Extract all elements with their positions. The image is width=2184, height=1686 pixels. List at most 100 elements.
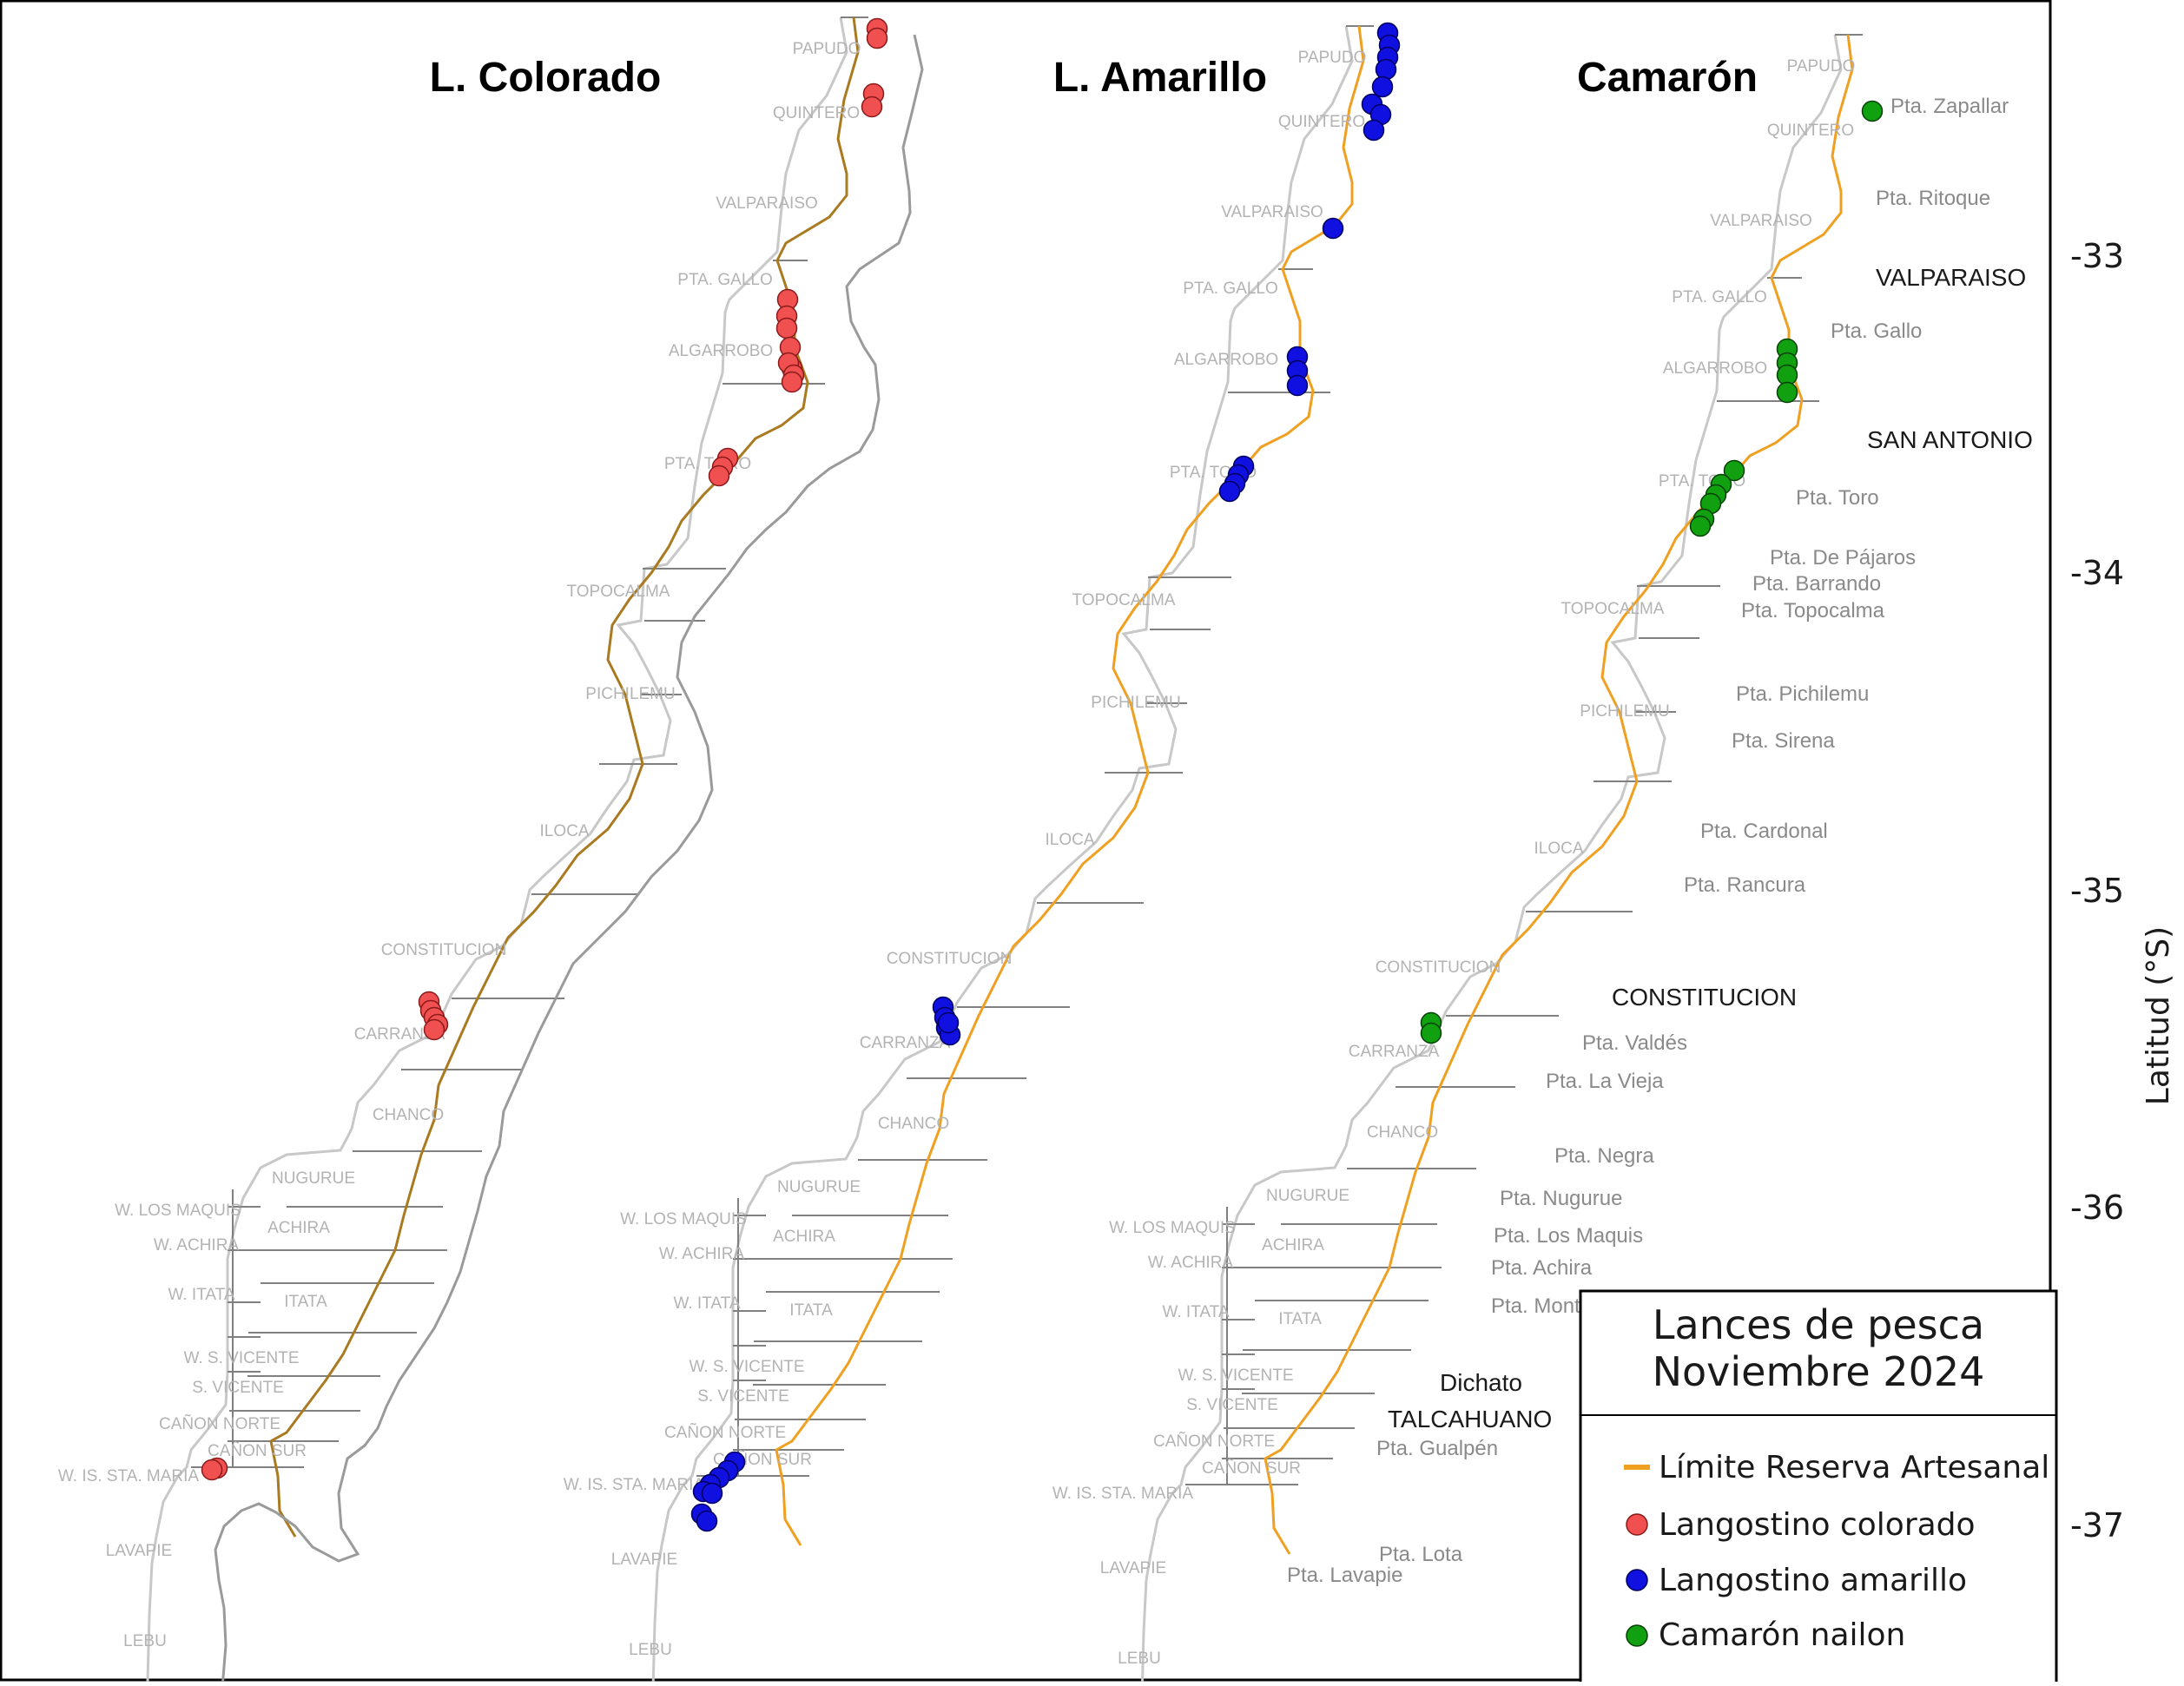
place-label: Pta. Gualpén	[1376, 1437, 1498, 1460]
zone-label: W. LOS MAQUIS	[115, 1202, 241, 1220]
axis-tick-label: -35	[2070, 872, 2124, 910]
amarillo-haul-point	[696, 1510, 718, 1532]
zone-label: TOPOCALMA	[1561, 600, 1665, 618]
zone-label: CHANCO	[373, 1106, 444, 1124]
zone-label: W. S. VICENTE	[1178, 1367, 1293, 1385]
axis-tick-label: -34	[2070, 554, 2124, 592]
panel-title-camaron: Camarón	[1577, 55, 1758, 101]
camaron-haul-point	[1420, 1022, 1442, 1044]
legend-item-camaron: Camarón nailon	[1659, 1617, 1905, 1653]
zone-label: TOPOCALMA	[1072, 591, 1176, 609]
reserve-limit-line	[1264, 34, 1854, 1555]
place-label: Pta. Pichilemu	[1736, 682, 1869, 706]
place-label: Pta. Los Maquis	[1494, 1224, 1643, 1248]
zone-label: LAVAPIE	[611, 1551, 677, 1569]
zone-label: ILOCA	[1534, 840, 1583, 858]
legend: Lances de pesca Noviembre 2024 Límite Re…	[1579, 1289, 2058, 1686]
amarillo-haul-point	[1286, 374, 1309, 397]
zone-label: ITATA	[789, 1301, 833, 1320]
zone-label: NUGURUE	[272, 1169, 355, 1188]
amarillo-haul-point	[701, 1482, 723, 1505]
zone-label: QUINTERO	[1767, 122, 1854, 140]
place-label: Pta. Cardonal	[1700, 820, 1828, 843]
colorado-haul-point	[423, 1018, 445, 1041]
zone-label: S. VICENTE	[697, 1387, 789, 1406]
panel-title-colorado: L. Colorado	[430, 55, 662, 101]
zone-label: S. VICENTE	[192, 1379, 284, 1397]
zone-label: ACHIRA	[1262, 1236, 1324, 1255]
zone-label: ALGARROBO	[669, 342, 773, 360]
map-panels: PAPUDO QUINTERO VALPARAISO PTA. GALLO ALGARR…	[58, 16, 1863, 1686]
zone-label: CHANCO	[1367, 1123, 1438, 1142]
zone-label: W. IS. STA. MARIA	[1052, 1485, 1194, 1503]
place-label: Pta. Nugurue	[1500, 1187, 1622, 1210]
zone-label: ITATA	[1278, 1310, 1322, 1328]
colorado-haul-point	[775, 317, 798, 339]
zone-label: ITATA	[284, 1293, 327, 1311]
map-panel-camaron: PAPUDO QUINTERO VALPARAISO PTA. GALLO ALGARR…	[214, 34, 1863, 1686]
colorado-haul-point	[866, 27, 888, 49]
place-label: Pta. La Vieja	[1546, 1070, 1664, 1093]
coastline	[214, 34, 924, 1686]
legend-title-line1: Lances de pesca	[1653, 1301, 1984, 1348]
place-label: Pta. Gallo	[1831, 319, 1922, 343]
zone-label: ALGARROBO	[1174, 351, 1278, 369]
axis-tick-label: -33	[2070, 237, 2124, 275]
axis-title: Latitud (°S)	[2141, 926, 2176, 1105]
zone-label: PAPUDO	[1298, 49, 1367, 67]
map-panel-colorado: PAPUDO QUINTERO VALPARAISO PTA. GALLO ALGARR…	[58, 16, 868, 1683]
place-labels: Pta. Zapallar Pta. Ritoque Pta. Gallo Pt…	[1287, 95, 2009, 1587]
zone-label: W. LOS MAQUIS	[1109, 1219, 1236, 1237]
legend-box	[1579, 1289, 2058, 1686]
zone-edge-line	[1140, 34, 1843, 1686]
zone-label: W. IS. STA. MARIA	[58, 1467, 200, 1485]
zone-label: PTA. GALLO	[677, 271, 772, 289]
zone-label: CHANCO	[878, 1115, 949, 1133]
place-label: Pta. Toro	[1796, 486, 1879, 510]
panel-title-amarillo: L. Amarillo	[1053, 55, 1267, 101]
zone-label: NUGURUE	[1266, 1187, 1349, 1205]
colorado-haul-point	[201, 1459, 223, 1481]
zone-label: LAVAPIE	[1100, 1559, 1166, 1577]
latitude-axis: -33 -34 -35 -36 -37 Latitud (°S)	[2070, 237, 2176, 1544]
place-label: Pta. De Pájaros	[1770, 546, 1916, 570]
zone-label: LEBU	[629, 1641, 672, 1659]
colorado-haul-point	[781, 371, 803, 393]
camaron-haul-point	[1861, 100, 1884, 122]
city-labels: VALPARAISO SAN ANTONIO CONSTITUCION Dich…	[1388, 264, 2033, 1432]
camaron-haul-point	[1723, 459, 1745, 482]
zone-label: VALPARAISO	[1221, 203, 1323, 221]
axis-tick-label: -36	[2070, 1189, 2124, 1227]
legend-amarillo-swatch	[1626, 1569, 1648, 1591]
zone-label: PAPUDO	[1787, 57, 1856, 76]
legend-camaron-swatch	[1626, 1624, 1648, 1647]
place-label: Pta. Rancura	[1684, 873, 1806, 897]
zone-label: PAPUDO	[793, 40, 861, 58]
zone-label: W. ACHIRA	[1148, 1254, 1234, 1272]
map-frame	[0, 0, 2052, 1682]
city-label: CONSTITUCION	[1612, 984, 1797, 1011]
legend-item-reserve: Límite Reserva Artesanal	[1659, 1450, 2049, 1485]
reserve-limit-line	[269, 16, 860, 1538]
zone-label: QUINTERO	[773, 104, 860, 122]
zone-label: S. VICENTE	[1186, 1396, 1278, 1414]
amarillo-haul-point	[1322, 217, 1344, 240]
place-label: Pta. Lavapie	[1287, 1564, 1402, 1587]
zone-label: PTA. GALLO	[1183, 280, 1277, 298]
zone-label: LEBU	[123, 1632, 167, 1650]
zone-label: ACHIRA	[773, 1228, 835, 1246]
reserve-limit-line	[775, 25, 1365, 1546]
zone-label: NUGURUE	[777, 1178, 861, 1196]
zone-label: W. ACHIRA	[154, 1236, 240, 1255]
amarillo-haul-point	[1371, 76, 1394, 98]
legend-item-colorado: Langostino colorado	[1659, 1507, 1976, 1543]
zone-label: ILOCA	[1045, 831, 1094, 849]
camaron-haul-point	[1776, 381, 1798, 404]
zone-label: CAÑON SUR	[1202, 1459, 1301, 1478]
place-label: Pta. Sirena	[1732, 729, 1835, 753]
city-label: Dichato	[1440, 1369, 1522, 1396]
zone-edge-line	[146, 16, 848, 1683]
place-label: Pta. Ritoque	[1876, 187, 1990, 210]
city-label: VALPARAISO	[1876, 264, 2026, 291]
